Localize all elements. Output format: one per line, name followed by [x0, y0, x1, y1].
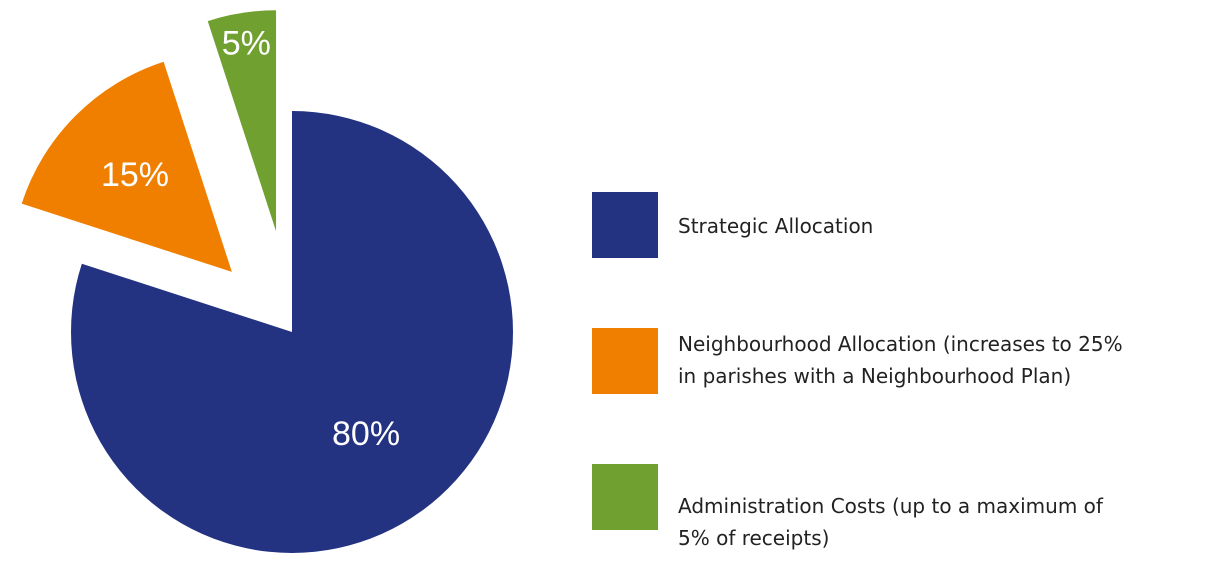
pie-slice-administration-costs: [207, 10, 277, 232]
legend-label-line-2: 5% of receipts): [678, 526, 830, 550]
pie-slice-label-neighbourhood-allocation: 15%: [101, 156, 169, 194]
pie-labels: 80% 15% 5%: [101, 25, 400, 453]
legend-label-line-1: Neighbourhood Allocation (increases to 2…: [678, 332, 1123, 356]
legend-label-strategic-allocation: Strategic Allocation: [678, 210, 1198, 242]
pie-slices: [21, 10, 513, 553]
legend-label-line-1: Administration Costs (up to a maximum of: [678, 494, 1103, 518]
legend-swatch-neighbourhood-allocation: [592, 328, 658, 394]
legend-label-line-1: Strategic Allocation: [678, 214, 874, 238]
pie-slice-neighbourhood-allocation: [21, 61, 232, 272]
legend-item-strategic-allocation: Strategic Allocation: [592, 192, 1212, 258]
legend-swatch-administration-costs: [592, 464, 658, 530]
pie-slice-label-administration-costs: 5%: [222, 25, 271, 63]
pie-slice-strategic-allocation: [70, 111, 513, 553]
legend-label-line-2: in parishes with a Neighbourhood Plan): [678, 364, 1072, 388]
legend-item-neighbourhood-allocation: Neighbourhood Allocation (increases to 2…: [592, 328, 1212, 394]
legend-label-neighbourhood-allocation: Neighbourhood Allocation (increases to 2…: [678, 328, 1198, 392]
chart-legend: Strategic Allocation Neighbourhood Alloc…: [592, 0, 1212, 561]
pie-slice-label-strategic-allocation: 80%: [332, 415, 400, 453]
legend-label-administration-costs: Administration Costs (up to a maximum of…: [678, 490, 1198, 554]
legend-swatch-strategic-allocation: [592, 192, 658, 258]
pie-chart: 80% 15% 5%: [21, 10, 513, 553]
legend-item-administration-costs: Administration Costs (up to a maximum of…: [592, 464, 1212, 550]
